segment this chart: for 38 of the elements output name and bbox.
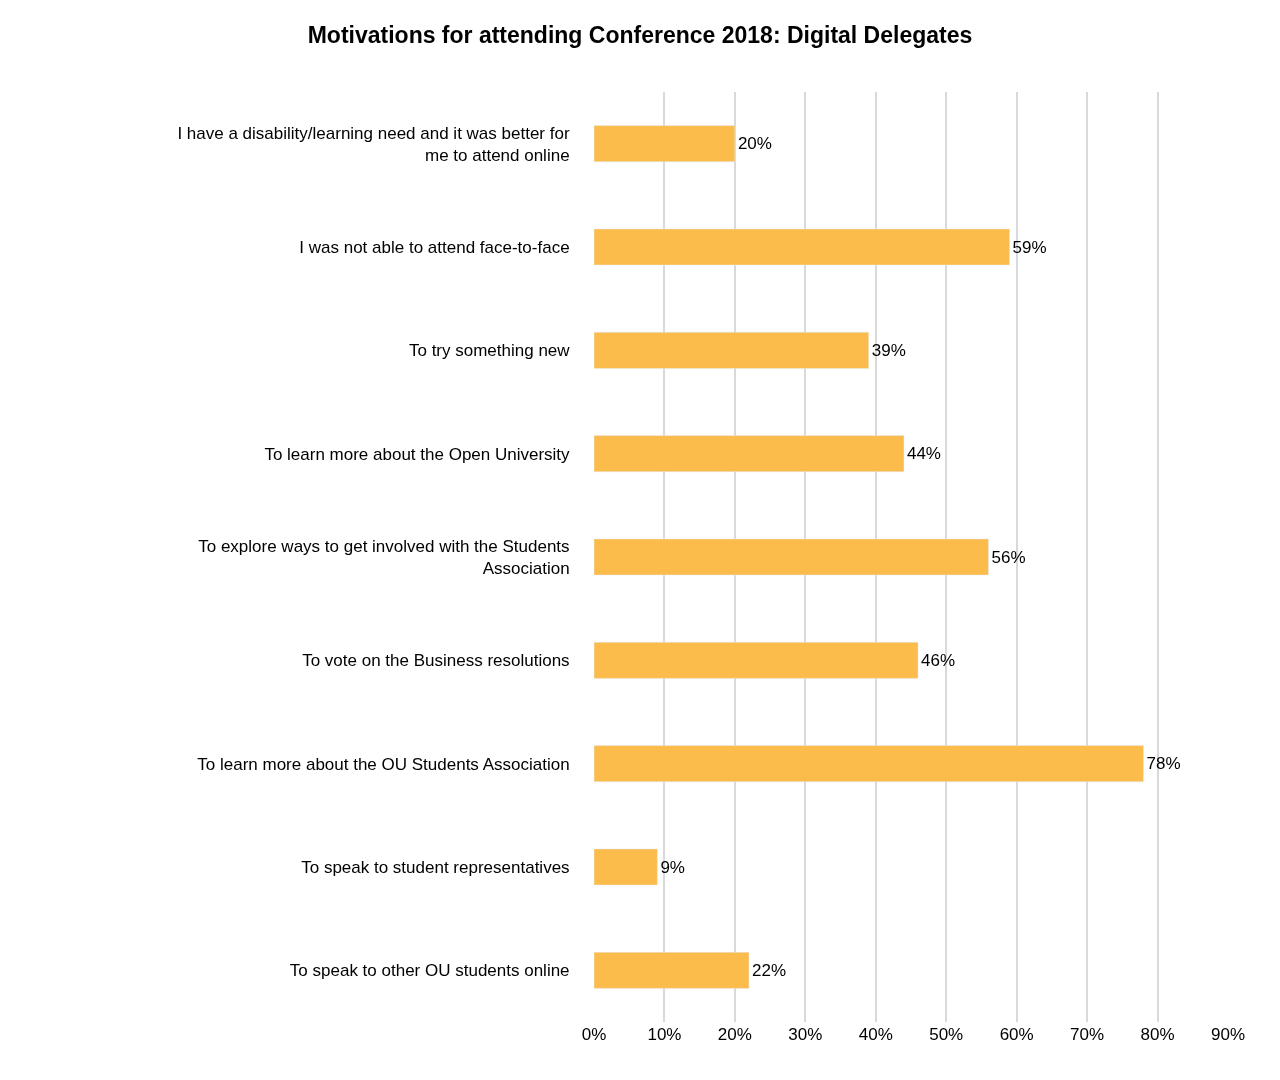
bar [594,848,658,886]
x-tick-label: 90% [1210,1025,1246,1044]
y-tick-label: To try something new [408,341,571,361]
bar [594,642,919,679]
bar [594,745,1144,782]
data-label: 59% [1012,237,1047,257]
data-label: 78% [1146,754,1181,774]
y-tick-label: I have a disability/learning need and it was better for me to attend online [177,123,570,165]
x-tick-label: 70% [1070,1025,1105,1044]
bar [594,435,905,472]
data-label: 44% [906,444,941,464]
y-tick-label: To learn more about the Open University [264,444,571,464]
x-tick-label: 20% [717,1025,752,1044]
data-label: 39% [871,340,906,360]
x-tick-label: 80% [1140,1025,1175,1044]
data-label: 56% [991,547,1026,567]
y-tick-label: To explore ways to get involved with the Students Association [198,536,570,578]
bar [594,228,1010,266]
x-tick-label: 10% [647,1025,682,1044]
y-tick-label: To speak to student representatives [301,857,570,877]
x-tick-label: 0% [581,1025,607,1044]
y-tick-label: To vote on the Business resolutions [302,651,570,671]
y-tick-label: I was not able to attend face-to-face [299,237,570,257]
data-label: 9% [660,857,685,877]
data-label: 22% [751,960,787,980]
data-label: 46% [921,650,956,670]
data-label: 20% [737,134,772,154]
y-tick-label: To learn more about the OU Students Association [197,754,570,774]
y-tick-label: To speak to other OU students online [289,961,570,981]
bar [594,538,989,576]
x-tick-label: 60% [999,1025,1034,1044]
bar [594,125,736,162]
bar [594,952,750,989]
x-tick-label: 50% [929,1025,964,1044]
bar [594,332,869,369]
x-tick-label: 30% [788,1025,823,1044]
chart-title: Motivations for attending Conference 2018: Digital Delegates [307,22,973,49]
x-tick-label: 40% [858,1025,893,1044]
